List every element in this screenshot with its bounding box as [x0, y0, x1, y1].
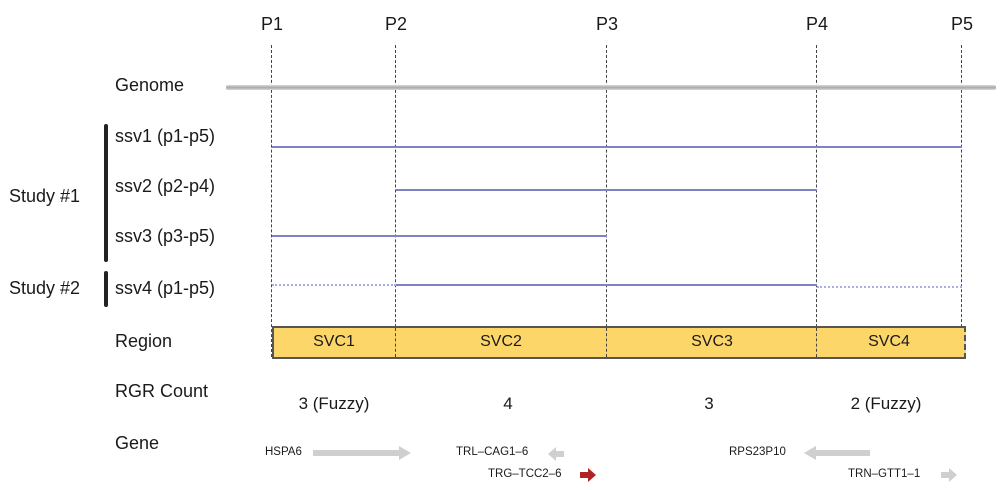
ssv1-label: ssv1 (p1-p5)	[115, 126, 216, 146]
genome-line	[226, 85, 996, 90]
guide-line-p3	[606, 45, 607, 357]
study-2-bracket	[104, 271, 108, 307]
region-svc2: SVC2	[480, 333, 522, 350]
region-svc4: SVC4	[868, 333, 910, 350]
ssv2-label: ssv2 (p2-p4)	[115, 176, 216, 196]
arrow-right-icon	[941, 468, 957, 482]
arrow-left-icon	[804, 446, 870, 460]
gene-label-hspa6: HSPA6	[265, 446, 302, 458]
gene-label-trn-gtt1-1: TRN–GTT1–1	[848, 468, 921, 480]
guide-line-p4	[816, 45, 817, 357]
guide-line-p5	[961, 45, 962, 357]
position-label-p3: P3	[595, 14, 619, 34]
region-box	[272, 326, 966, 359]
ssv1-span	[272, 146, 962, 148]
arrow-right-icon	[313, 446, 411, 460]
ssv4-fuzzy-left	[272, 284, 396, 286]
position-label-p5: P5	[950, 14, 974, 34]
ssv4-span	[396, 284, 817, 286]
region-svc3: SVC3	[691, 333, 733, 350]
ssv2-span	[396, 189, 817, 191]
guide-line-p2	[395, 45, 396, 357]
rgr-count-svc3: 3	[704, 394, 714, 413]
rgr-count-svc4: 2 (Fuzzy)	[850, 394, 922, 413]
rgr-count-svc1: 3 (Fuzzy)	[298, 394, 370, 413]
region-svc1: SVC1	[313, 333, 355, 350]
gene-label-trg-tcc2-6: TRG–TCC2–6	[488, 468, 562, 480]
row-label-rgr-count: RGR Count	[115, 381, 209, 401]
guide-line-p1	[271, 45, 272, 357]
region-divider-2	[606, 328, 607, 357]
row-label-gene: Gene	[115, 433, 160, 453]
ssv4-label: ssv4 (p1-p5)	[115, 278, 216, 298]
study-label-1: Study #1	[9, 186, 81, 206]
position-label-p1: P1	[260, 14, 284, 34]
position-label-p4: P4	[805, 14, 829, 34]
ssv3-label: ssv3 (p3-p5)	[115, 226, 216, 246]
ssv3-span	[272, 235, 607, 237]
arrow-right-icon	[580, 468, 596, 482]
row-label-region: Region	[115, 331, 173, 351]
gene-label-trl-cag1-6: TRL–CAG1–6	[456, 446, 529, 458]
rgr-count-svc2: 4	[503, 394, 513, 413]
gene-label-rps23p10: RPS23P10	[729, 446, 786, 458]
ssv4-fuzzy-right	[817, 286, 962, 288]
region-divider-3	[816, 328, 817, 357]
position-label-p2: P2	[384, 14, 408, 34]
arrow-left-icon	[548, 447, 564, 461]
region-divider-1	[395, 328, 396, 357]
row-label-genome: Genome	[115, 75, 185, 95]
study-1-bracket	[104, 124, 108, 262]
study-label-2: Study #2	[9, 278, 81, 298]
